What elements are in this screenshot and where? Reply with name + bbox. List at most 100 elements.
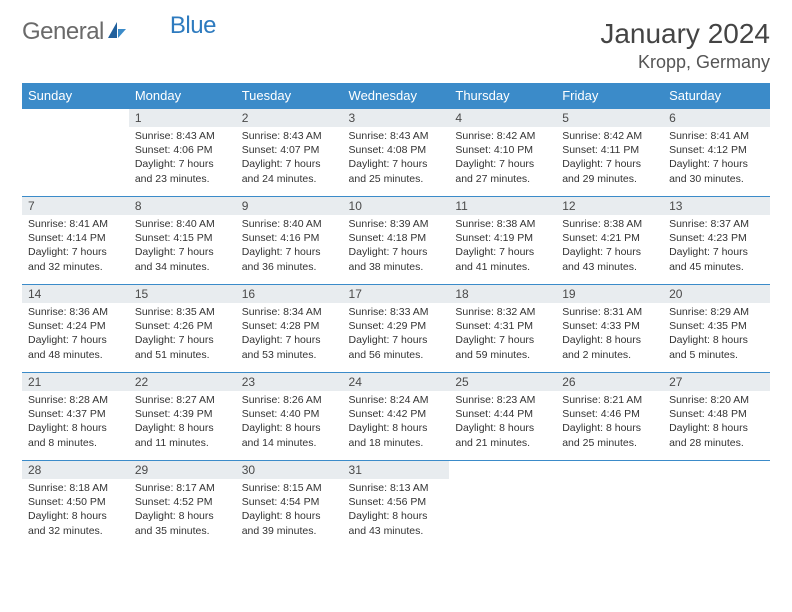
sunrise-text: Sunrise: 8:35 AM bbox=[135, 305, 230, 319]
day-details: Sunrise: 8:17 AMSunset: 4:52 PMDaylight:… bbox=[129, 479, 236, 542]
daylight-text: Daylight: 7 hours bbox=[242, 333, 337, 347]
location: Kropp, Germany bbox=[600, 52, 770, 73]
sunset-text: Sunset: 4:52 PM bbox=[135, 495, 230, 509]
day-number: 26 bbox=[556, 373, 663, 391]
day-cell: 22Sunrise: 8:27 AMSunset: 4:39 PMDayligh… bbox=[129, 373, 236, 461]
col-sunday: Sunday bbox=[22, 83, 129, 109]
daylight-text: Daylight: 7 hours bbox=[135, 245, 230, 259]
day-cell: 31Sunrise: 8:13 AMSunset: 4:56 PMDayligh… bbox=[343, 461, 450, 549]
weekday-header-row: Sunday Monday Tuesday Wednesday Thursday… bbox=[22, 83, 770, 109]
sunrise-text: Sunrise: 8:36 AM bbox=[28, 305, 123, 319]
day-cell: 3Sunrise: 8:43 AMSunset: 4:08 PMDaylight… bbox=[343, 109, 450, 197]
daylight-text: and 45 minutes. bbox=[669, 260, 764, 274]
daylight-text: and 56 minutes. bbox=[349, 348, 444, 362]
sunset-text: Sunset: 4:35 PM bbox=[669, 319, 764, 333]
day-details: Sunrise: 8:33 AMSunset: 4:29 PMDaylight:… bbox=[343, 303, 450, 366]
day-details: Sunrise: 8:37 AMSunset: 4:23 PMDaylight:… bbox=[663, 215, 770, 278]
day-cell: 4Sunrise: 8:42 AMSunset: 4:10 PMDaylight… bbox=[449, 109, 556, 197]
sunset-text: Sunset: 4:37 PM bbox=[28, 407, 123, 421]
day-details: Sunrise: 8:42 AMSunset: 4:10 PMDaylight:… bbox=[449, 127, 556, 190]
day-cell bbox=[22, 109, 129, 197]
day-details: Sunrise: 8:40 AMSunset: 4:15 PMDaylight:… bbox=[129, 215, 236, 278]
day-details: Sunrise: 8:36 AMSunset: 4:24 PMDaylight:… bbox=[22, 303, 129, 366]
sunrise-text: Sunrise: 8:26 AM bbox=[242, 393, 337, 407]
day-details: Sunrise: 8:28 AMSunset: 4:37 PMDaylight:… bbox=[22, 391, 129, 454]
day-details: Sunrise: 8:15 AMSunset: 4:54 PMDaylight:… bbox=[236, 479, 343, 542]
daylight-text: Daylight: 7 hours bbox=[455, 157, 550, 171]
sunrise-text: Sunrise: 8:17 AM bbox=[135, 481, 230, 495]
day-number: 10 bbox=[343, 197, 450, 215]
sunset-text: Sunset: 4:12 PM bbox=[669, 143, 764, 157]
day-number: 5 bbox=[556, 109, 663, 127]
sunset-text: Sunset: 4:11 PM bbox=[562, 143, 657, 157]
day-cell: 2Sunrise: 8:43 AMSunset: 4:07 PMDaylight… bbox=[236, 109, 343, 197]
sunrise-text: Sunrise: 8:23 AM bbox=[455, 393, 550, 407]
day-number: 8 bbox=[129, 197, 236, 215]
daylight-text: Daylight: 8 hours bbox=[28, 421, 123, 435]
sunset-text: Sunset: 4:28 PM bbox=[242, 319, 337, 333]
sunrise-text: Sunrise: 8:33 AM bbox=[349, 305, 444, 319]
sunrise-text: Sunrise: 8:42 AM bbox=[562, 129, 657, 143]
day-details: Sunrise: 8:29 AMSunset: 4:35 PMDaylight:… bbox=[663, 303, 770, 366]
daylight-text: Daylight: 7 hours bbox=[455, 245, 550, 259]
col-thursday: Thursday bbox=[449, 83, 556, 109]
sunrise-text: Sunrise: 8:39 AM bbox=[349, 217, 444, 231]
logo-text-blue: Blue bbox=[170, 12, 216, 40]
sunset-text: Sunset: 4:24 PM bbox=[28, 319, 123, 333]
daylight-text: and 35 minutes. bbox=[135, 524, 230, 538]
sunset-text: Sunset: 4:33 PM bbox=[562, 319, 657, 333]
day-details: Sunrise: 8:41 AMSunset: 4:12 PMDaylight:… bbox=[663, 127, 770, 190]
col-tuesday: Tuesday bbox=[236, 83, 343, 109]
day-number: 2 bbox=[236, 109, 343, 127]
day-cell: 14Sunrise: 8:36 AMSunset: 4:24 PMDayligh… bbox=[22, 285, 129, 373]
day-number: 23 bbox=[236, 373, 343, 391]
daylight-text: and 32 minutes. bbox=[28, 260, 123, 274]
sunset-text: Sunset: 4:29 PM bbox=[349, 319, 444, 333]
day-number: 6 bbox=[663, 109, 770, 127]
day-cell: 10Sunrise: 8:39 AMSunset: 4:18 PMDayligh… bbox=[343, 197, 450, 285]
daylight-text: Daylight: 8 hours bbox=[242, 421, 337, 435]
daylight-text: Daylight: 7 hours bbox=[242, 157, 337, 171]
day-number: 20 bbox=[663, 285, 770, 303]
sunset-text: Sunset: 4:39 PM bbox=[135, 407, 230, 421]
day-cell: 16Sunrise: 8:34 AMSunset: 4:28 PMDayligh… bbox=[236, 285, 343, 373]
day-cell: 12Sunrise: 8:38 AMSunset: 4:21 PMDayligh… bbox=[556, 197, 663, 285]
sunrise-text: Sunrise: 8:43 AM bbox=[135, 129, 230, 143]
daylight-text: Daylight: 7 hours bbox=[28, 333, 123, 347]
day-details: Sunrise: 8:32 AMSunset: 4:31 PMDaylight:… bbox=[449, 303, 556, 366]
sunrise-text: Sunrise: 8:29 AM bbox=[669, 305, 764, 319]
daylight-text: and 14 minutes. bbox=[242, 436, 337, 450]
day-cell: 20Sunrise: 8:29 AMSunset: 4:35 PMDayligh… bbox=[663, 285, 770, 373]
day-cell: 1Sunrise: 8:43 AMSunset: 4:06 PMDaylight… bbox=[129, 109, 236, 197]
daylight-text: Daylight: 8 hours bbox=[669, 333, 764, 347]
day-details: Sunrise: 8:39 AMSunset: 4:18 PMDaylight:… bbox=[343, 215, 450, 278]
month-title: January 2024 bbox=[600, 18, 770, 50]
sunset-text: Sunset: 4:16 PM bbox=[242, 231, 337, 245]
day-cell: 9Sunrise: 8:40 AMSunset: 4:16 PMDaylight… bbox=[236, 197, 343, 285]
daylight-text: Daylight: 8 hours bbox=[242, 509, 337, 523]
day-number: 4 bbox=[449, 109, 556, 127]
day-details: Sunrise: 8:35 AMSunset: 4:26 PMDaylight:… bbox=[129, 303, 236, 366]
day-cell: 13Sunrise: 8:37 AMSunset: 4:23 PMDayligh… bbox=[663, 197, 770, 285]
day-cell: 7Sunrise: 8:41 AMSunset: 4:14 PMDaylight… bbox=[22, 197, 129, 285]
sunrise-text: Sunrise: 8:38 AM bbox=[455, 217, 550, 231]
col-friday: Friday bbox=[556, 83, 663, 109]
day-details: Sunrise: 8:41 AMSunset: 4:14 PMDaylight:… bbox=[22, 215, 129, 278]
day-details: Sunrise: 8:38 AMSunset: 4:19 PMDaylight:… bbox=[449, 215, 556, 278]
daylight-text: and 8 minutes. bbox=[28, 436, 123, 450]
sunset-text: Sunset: 4:23 PM bbox=[669, 231, 764, 245]
daylight-text: Daylight: 8 hours bbox=[562, 333, 657, 347]
day-details: Sunrise: 8:26 AMSunset: 4:40 PMDaylight:… bbox=[236, 391, 343, 454]
day-cell: 28Sunrise: 8:18 AMSunset: 4:50 PMDayligh… bbox=[22, 461, 129, 549]
day-details: Sunrise: 8:21 AMSunset: 4:46 PMDaylight:… bbox=[556, 391, 663, 454]
day-details: Sunrise: 8:18 AMSunset: 4:50 PMDaylight:… bbox=[22, 479, 129, 542]
title-block: January 2024 Kropp, Germany bbox=[600, 18, 770, 73]
sunset-text: Sunset: 4:31 PM bbox=[455, 319, 550, 333]
day-number: 22 bbox=[129, 373, 236, 391]
sunrise-text: Sunrise: 8:40 AM bbox=[135, 217, 230, 231]
header: General Blue January 2024 Kropp, Germany bbox=[22, 18, 770, 73]
sunset-text: Sunset: 4:21 PM bbox=[562, 231, 657, 245]
sunrise-text: Sunrise: 8:18 AM bbox=[28, 481, 123, 495]
day-details: Sunrise: 8:13 AMSunset: 4:56 PMDaylight:… bbox=[343, 479, 450, 542]
day-cell: 17Sunrise: 8:33 AMSunset: 4:29 PMDayligh… bbox=[343, 285, 450, 373]
